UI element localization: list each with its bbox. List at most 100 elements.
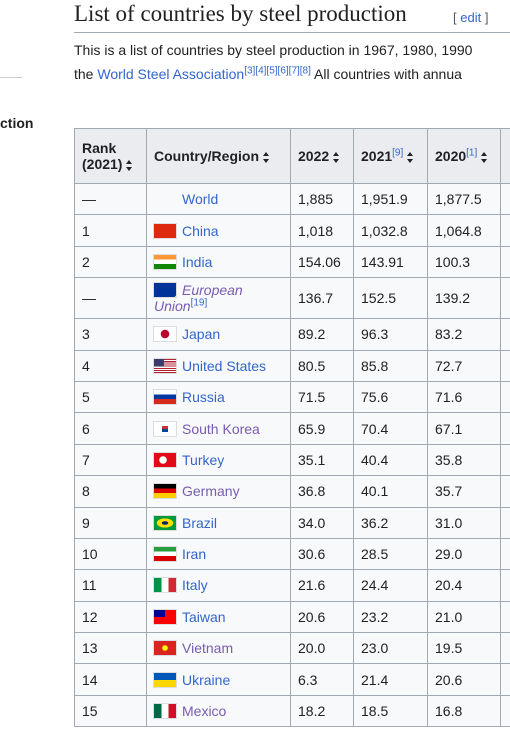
table-cell — [500, 569, 510, 602]
country-link[interactable]: Brazil — [182, 514, 218, 531]
table-cell: Japan — [146, 318, 291, 351]
table-cell: 23.2 — [353, 600, 428, 634]
table-row: 5 Russia 71.5 75.6 71.6 — [74, 380, 510, 414]
table-cell — [500, 412, 510, 445]
table-cell: 8 — [74, 475, 147, 508]
intro-refs[interactable]: [3][4][5][6][7][8] — [244, 65, 311, 77]
table-cell: 40.1 — [353, 475, 428, 508]
production-value: 1,064.8 — [435, 222, 482, 239]
table-cell: World — [146, 182, 291, 216]
production-value: 20.6 — [298, 608, 326, 625]
production-value: 1,018 — [298, 222, 334, 239]
country-link[interactable]: Taiwan — [182, 608, 226, 625]
country-link[interactable]: Ukraine — [182, 671, 231, 688]
table-cell: 80.5 — [290, 349, 354, 382]
flag — [154, 484, 176, 499]
production-value: 40.4 — [361, 451, 389, 468]
country-link[interactable]: World — [182, 191, 219, 208]
table-cell — [500, 214, 510, 247]
production-value: 1,877.5 — [435, 191, 482, 208]
header-row: Rank (2021) Country/Region 2022 2021[9] 2020… — [74, 128, 510, 184]
column-header[interactable]: 2020[1] — [427, 128, 501, 184]
column-header[interactable]: Country/Region — [146, 128, 291, 184]
table-cell: Taiwan — [146, 600, 291, 634]
column-header[interactable]: 2022 — [290, 128, 354, 184]
table-cell: Brazil — [146, 506, 291, 539]
country-link[interactable]: Japan — [182, 326, 221, 343]
table-cell: 15 — [74, 694, 147, 728]
production-value: 6.3 — [298, 671, 318, 688]
header-ref[interactable]: [1] — [466, 147, 478, 159]
edit-link[interactable]: edit — [460, 10, 482, 25]
country-link[interactable]: Iran — [182, 546, 207, 563]
table-cell: 71.5 — [290, 380, 354, 414]
production-value: 18.5 — [361, 703, 389, 720]
table-cell: 36.2 — [353, 506, 428, 539]
table-row: 3 Japan 89.2 96.3 83.2 — [74, 318, 510, 351]
production-value: 154.06 — [298, 253, 341, 270]
intro-text: All countries with annua — [310, 66, 462, 82]
table-cell: 1,064.8 — [427, 214, 501, 247]
flag — [154, 547, 176, 562]
country-link[interactable]: Italy — [182, 577, 208, 594]
table-row: 9 Brazil 34.0 36.2 31.0 — [74, 506, 510, 539]
table-cell: Mexico — [146, 694, 291, 728]
table-cell: 18.5 — [353, 694, 428, 728]
table-cell — [500, 318, 510, 351]
table-cell: 139.2 — [427, 277, 501, 320]
table-row: 1 China 1,018 1,032.8 1,064.8 — [74, 214, 510, 247]
country-ref[interactable]: [19] — [190, 297, 208, 309]
production-value: 83.2 — [435, 326, 463, 343]
table-cell: United States — [146, 349, 291, 382]
table-cell: Vietnam — [146, 632, 291, 665]
header-label: Rank (2021) — [82, 140, 123, 172]
flag — [154, 390, 176, 405]
table-row: — World 1,885 1,951.9 1,877.5 — [74, 182, 510, 216]
country-link[interactable]: South Korea — [182, 420, 260, 437]
table-cell: 1,018 — [290, 214, 354, 247]
table-cell: 30.6 — [290, 537, 354, 571]
table-cell: Russia — [146, 380, 291, 414]
table-row: 12 Taiwan 20.6 23.2 21.0 — [74, 600, 510, 634]
table-cell: 7 — [74, 443, 147, 477]
country-link[interactable]: India — [182, 253, 213, 270]
table-row: 10 Iran 30.6 28.5 29.0 — [74, 537, 510, 571]
rank: — — [82, 290, 96, 307]
production-value: 89.2 — [298, 326, 326, 343]
table-cell: 1,032.8 — [353, 214, 428, 247]
sort-icon — [126, 159, 133, 171]
table-row: — European Union[19] 136.7 152.5 139.2 — [74, 277, 510, 320]
table-cell: 14 — [74, 663, 147, 696]
country-link[interactable]: Turkey — [182, 451, 225, 468]
production-value: 19.5 — [435, 640, 463, 657]
country-link[interactable]: China — [182, 222, 219, 239]
rank: 11 — [82, 577, 97, 594]
country-link[interactable]: Russia — [182, 389, 225, 406]
column-header[interactable]: Rank (2021) — [74, 128, 147, 184]
production-value: 20.4 — [435, 577, 463, 594]
country-link[interactable]: Mexico — [182, 703, 227, 720]
table-row: 2 India 154.06 143.91 100.3 — [74, 245, 510, 279]
country-link[interactable]: Vietnam — [182, 640, 234, 657]
table-row: 4 United States 80.5 85.8 72.7 — [74, 349, 510, 382]
table-cell: 13 — [74, 632, 147, 665]
table-row: 6 South Korea 65.9 70.4 67.1 — [74, 412, 510, 445]
country-link[interactable]: United States — [182, 357, 267, 374]
production-value: 65.9 — [298, 420, 326, 437]
production-value: 21.0 — [435, 608, 463, 625]
production-value: 34.0 — [298, 514, 326, 531]
table-cell: 1,877.5 — [427, 182, 501, 216]
column-header[interactable]: 2021[9] — [353, 128, 428, 184]
rank: 4 — [82, 357, 90, 374]
country-link[interactable]: European Union — [154, 282, 243, 315]
sort-icon — [407, 151, 414, 163]
flag — [154, 452, 176, 467]
intro-link[interactable]: World Steel Association — [97, 66, 245, 82]
page-title: List of countries by steel production — [74, 1, 407, 26]
flag — [154, 223, 176, 238]
table-cell: 23.0 — [353, 632, 428, 665]
rank: 13 — [82, 640, 98, 657]
intro-line: This is a list of countries by steel pro… — [74, 42, 473, 58]
header-ref[interactable]: [9] — [392, 147, 404, 159]
country-link[interactable]: Germany — [182, 483, 240, 500]
